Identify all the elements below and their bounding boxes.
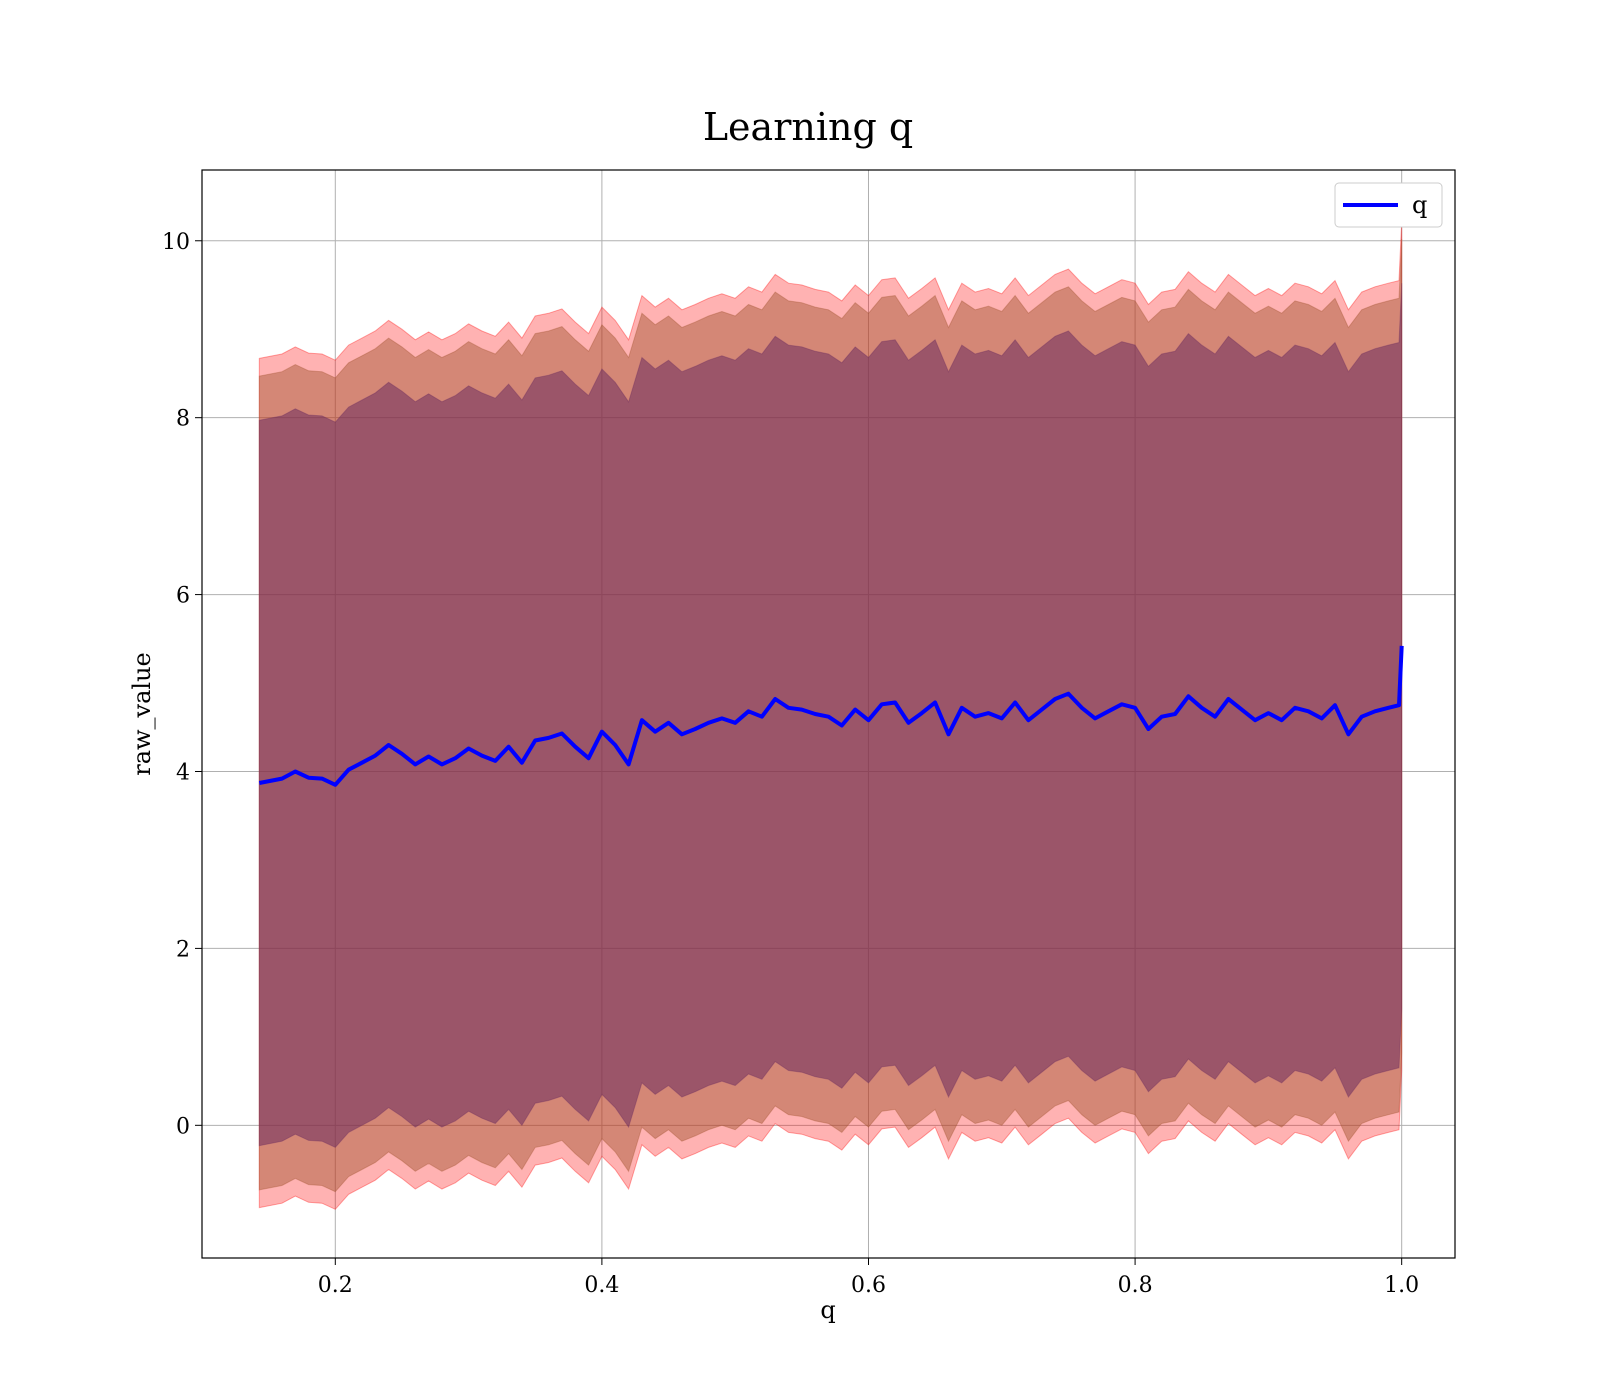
x-axis-label: q	[820, 1296, 835, 1324]
y-tick-label: 8	[176, 407, 190, 432]
series-line-q	[258, 645, 1404, 787]
confidence-bands	[258, 221, 1403, 1210]
legend-entry-q: q	[1412, 191, 1427, 219]
y-tick-label: 10	[162, 230, 190, 255]
x-tick-label: 0.6	[851, 1273, 886, 1298]
y-tick-label: 6	[176, 584, 190, 609]
y-tick-label: 4	[176, 760, 190, 785]
plot-frame	[201, 169, 1456, 1259]
y-axis-ticks: 0 2 4 6 8 10	[162, 230, 202, 1139]
legend: q	[1334, 182, 1443, 228]
chart-title: Learning q	[703, 105, 913, 149]
y-tick-label: 0	[176, 1114, 190, 1139]
x-tick-label: 0.4	[584, 1273, 619, 1298]
y-tick-label: 2	[176, 937, 190, 962]
series-lines	[258, 645, 1404, 787]
x-axis-ticks: 0.2 0.4 0.6 0.8 1.0	[318, 1258, 1419, 1298]
x-tick-label: 0.8	[1118, 1273, 1153, 1298]
y-axis-label: raw_value	[128, 652, 156, 776]
band-inner	[258, 283, 1403, 1149]
x-tick-label: 0.2	[318, 1273, 353, 1298]
x-tick-label: 1.0	[1384, 1273, 1419, 1298]
